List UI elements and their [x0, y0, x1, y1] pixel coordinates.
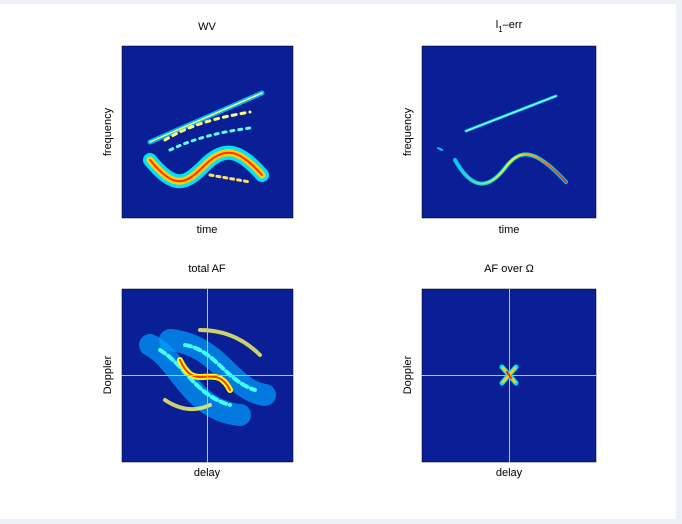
figure: WV time frequency l1–err time frequency …	[102, 19, 597, 479]
page: WV time frequency l1–err time frequency …	[0, 4, 676, 519]
x-axis-label: time	[197, 224, 218, 236]
heatmap	[143, 90, 269, 189]
x-axis-label: time	[499, 224, 520, 236]
x-axis-label: delay	[496, 467, 523, 479]
panel-title: total AF	[188, 263, 226, 275]
y-axis-label: frequency	[402, 107, 414, 156]
x-axis-label: delay	[194, 467, 221, 479]
panel-title: AF over Ω	[484, 263, 534, 275]
heatmap	[499, 364, 519, 386]
y-axis-label: Doppler	[102, 355, 114, 394]
y-axis-label: Doppler	[402, 355, 414, 394]
plot-area	[121, 45, 294, 219]
heatmap	[139, 328, 276, 426]
panel-title: l1–err	[496, 19, 523, 34]
plot-area	[421, 45, 597, 219]
y-axis-label: frequency	[102, 107, 114, 156]
heatmap	[437, 94, 568, 186]
panel-title: WV	[198, 21, 216, 33]
crosshair	[122, 289, 293, 462]
